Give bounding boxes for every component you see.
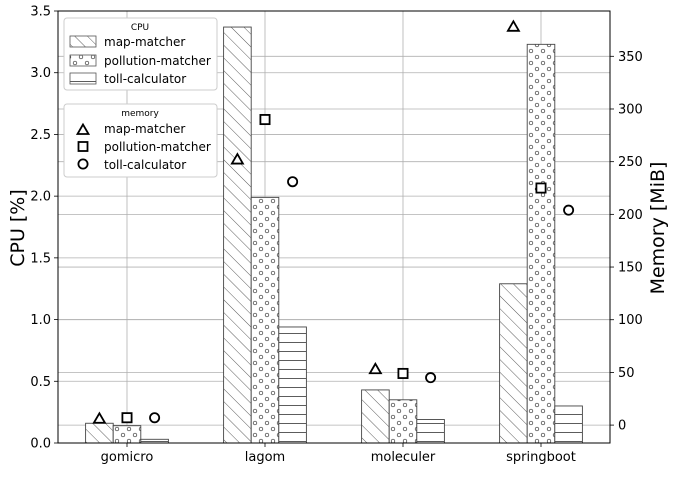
cpu-bar-toll-calculator-lagom (278, 326, 307, 444)
category-label-moleculer: moleculer (371, 450, 436, 465)
memory-tick-label: 250 (618, 155, 643, 170)
memory-legend-title: memory (121, 109, 159, 119)
cpu-tick-label: 2.0 (30, 190, 51, 205)
memory-tick-label: 0 (618, 419, 626, 434)
memory-legend-marker-triangle (75, 122, 91, 135)
cpu-bar-toll-calculator-moleculer (416, 419, 445, 444)
memory-tick-label: 200 (618, 208, 643, 223)
cpu-legend-label-map-matcher: map-matcher (104, 35, 185, 49)
memory-marker-toll-calculator-gomicro (149, 412, 161, 424)
memory-tick-label: 300 (618, 102, 643, 117)
memory-legend-label-map-matcher: map-matcher (104, 122, 185, 136)
cpu-bar-map-matcher-lagom (223, 26, 252, 444)
memory-legend-marker-circle (77, 158, 89, 170)
memory-legend-label-toll-calculator: toll-calculator (104, 158, 186, 172)
category-label-gomicro: gomicro (101, 450, 154, 465)
cpu-bar-map-matcher-gomicro (85, 422, 114, 444)
cpu-tick-label: 1.5 (30, 251, 51, 266)
cpu-legend-swatch-toll-calculator (69, 72, 97, 85)
cpu-axis-title: CPU [%] (7, 189, 29, 267)
memory-marker-pollution-matcher-moleculer (397, 367, 409, 379)
memory-axis-title: Memory [MiB] (647, 162, 669, 295)
memory-tick-label: 150 (618, 261, 643, 276)
cpu-bar-map-matcher-moleculer (361, 389, 390, 444)
memory-marker-map-matcher-moleculer (368, 361, 383, 375)
category-label-lagom: lagom (245, 450, 285, 465)
cpu-bar-pollution-matcher-lagom (250, 196, 280, 444)
cpu-tick-label: 2.5 (30, 128, 51, 143)
cpu-tick-label: 0.5 (30, 375, 51, 390)
cpu-bar-pollution-matcher-moleculer (388, 399, 418, 444)
memory-legend-marker-square (77, 141, 89, 152)
memory-marker-map-matcher-lagom (230, 152, 245, 165)
memory-marker-pollution-matcher-springboot (535, 182, 547, 194)
memory-marker-toll-calculator-springboot (563, 204, 575, 216)
memory-marker-toll-calculator-moleculer (425, 372, 437, 384)
cpu-bar-pollution-matcher-gomicro (112, 425, 142, 444)
cpu-legend-swatch-pollution-matcher (69, 54, 97, 67)
memory-marker-map-matcher-springboot (506, 19, 521, 32)
cpu-bar-pollution-matcher-springboot (526, 43, 556, 444)
cpu-tick-label: 1.0 (30, 313, 51, 328)
cpu-legend-label-pollution-matcher: pollution-matcher (104, 54, 211, 68)
memory-markers (92, 19, 575, 424)
category-label-springboot: springboot (506, 450, 576, 465)
cpu-tick-label: 0.0 (30, 437, 51, 452)
cpu-legend-title: CPU (131, 23, 149, 33)
memory-marker-toll-calculator-lagom (287, 176, 299, 188)
memory-marker-pollution-matcher-lagom (259, 114, 271, 126)
cpu-legend-box (63, 17, 218, 91)
plot-frame (57, 10, 611, 444)
cpu-legend-label-toll-calculator: toll-calculator (104, 72, 186, 86)
memory-legend-box (63, 103, 218, 178)
axes: 0.0 0.5 1.0 1.5 2.0 2.5 3.0 3.5 0 50 100 150 200 250 3… (30, 5, 643, 466)
memory-tick-label: 350 (618, 50, 643, 65)
memory-marker-map-matcher-gomicro (92, 411, 107, 424)
memory-legend: memory map-matcher pollution-matcher tol… (63, 103, 218, 178)
memory-tick-label: 100 (618, 313, 643, 328)
cpu-legend: CPU map-matcher pollution-matcher toll-c… (63, 17, 218, 91)
memory-marker-pollution-matcher-gomicro (121, 412, 133, 424)
memory-tick-label: 50 (618, 366, 635, 381)
cpu-tick-label: 3.5 (30, 5, 51, 20)
cpu-bar-map-matcher-springboot (499, 283, 528, 444)
cpu-tick-label: 3.0 (30, 66, 51, 81)
cpu-bar-toll-calculator-springboot (554, 405, 583, 444)
memory-legend-label-pollution-matcher: pollution-matcher (104, 140, 211, 154)
cpu-bar-toll-calculator-gomicro (140, 438, 169, 444)
cpu-legend-swatch-map-matcher (69, 35, 97, 48)
